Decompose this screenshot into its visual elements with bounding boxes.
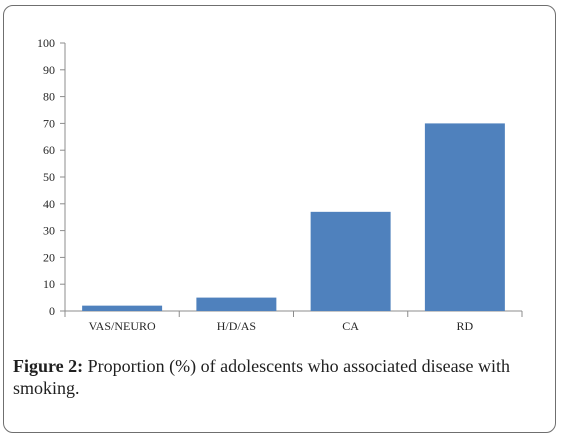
y-tick-label: 90 — [43, 63, 55, 77]
y-tick-label: 10 — [43, 277, 55, 291]
y-tick-label: 100 — [37, 36, 55, 50]
chart-svg: 0 10 20 30 40 50 60 70 80 90 100 VAS/NEURO H/D/AS CA R… — [37, 36, 523, 333]
bar — [196, 297, 277, 311]
y-tick-label: 40 — [43, 197, 55, 211]
x-tick-label: H/D/AS — [217, 319, 256, 333]
x-tick-label: RD — [457, 319, 474, 333]
y-tick-label: 20 — [43, 250, 55, 264]
y-tick-label: 70 — [43, 116, 55, 130]
y-tick-label: 0 — [49, 304, 55, 318]
caption-text: Proportion (%) of adolescents who associ… — [13, 356, 511, 398]
x-tick-label: CA — [342, 319, 359, 333]
bar-chart: 0 10 20 30 40 50 60 70 80 90 100 VAS/NEURO H/D/AS CA R… — [37, 36, 523, 333]
figure-caption: Figure 2: Proportion (%) of adolescents … — [13, 355, 551, 399]
y-tick-label: 50 — [43, 170, 55, 184]
y-tick-label: 60 — [43, 143, 55, 157]
x-tick-label: VAS/NEURO — [89, 319, 156, 333]
bar — [424, 123, 505, 312]
bar — [82, 305, 163, 311]
y-tick-label: 30 — [43, 224, 55, 238]
y-tick-label: 80 — [43, 90, 55, 104]
caption-label: Figure 2: — [13, 356, 84, 376]
bar — [310, 211, 391, 311]
